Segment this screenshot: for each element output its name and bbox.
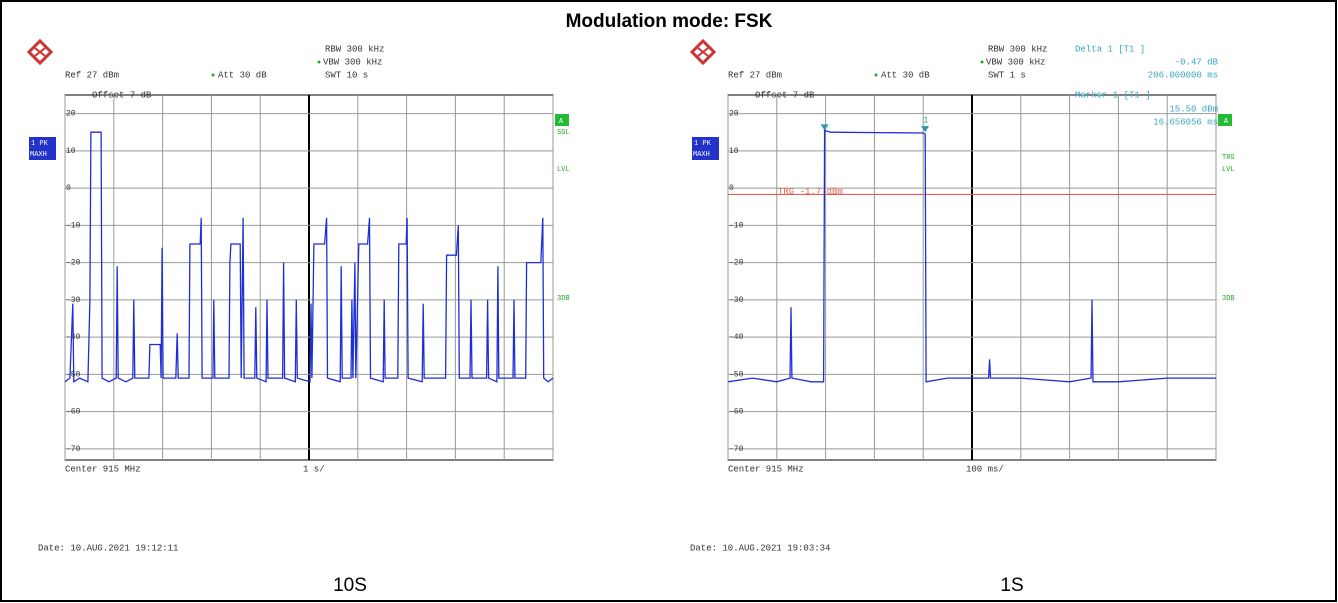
y-tick-label: -60	[66, 408, 81, 417]
label-sgl: SGL	[557, 129, 570, 137]
label-db: 3DB	[1222, 295, 1235, 303]
trace-mode: MAXH	[693, 151, 710, 159]
label-center: Center 915 MHz	[65, 464, 141, 474]
label-swt: SWT 1 s	[988, 70, 1026, 80]
label-span: 1 s/	[303, 464, 325, 474]
att-flag	[874, 73, 878, 77]
trace-box	[29, 137, 56, 160]
label-rbw: RBW 300 kHz	[988, 44, 1047, 54]
label-ref: Ref 27 dBm	[65, 70, 119, 80]
label-delta-time: 206.000000 ms	[1148, 70, 1218, 80]
label-delta: Delta 1 [T1 ]	[1075, 44, 1145, 54]
trace-label: 1 PK	[694, 140, 712, 148]
status-box	[1218, 114, 1232, 126]
label-offset: Offset 7 dB	[92, 90, 152, 100]
label-date: Date: 10.AUG.2021 19:03:34	[690, 543, 830, 553]
label-span: 100 ms/	[966, 464, 1004, 474]
label-caption: 10S	[333, 575, 367, 596]
vbw-flag	[317, 60, 321, 64]
y-tick-label: -70	[66, 445, 81, 454]
label-swt: SWT 10 s	[325, 70, 368, 80]
label-rbw: RBW 300 kHz	[325, 44, 384, 54]
y-tick-label: 20	[66, 110, 76, 119]
trigger-label: TRG -1.7 dBm	[778, 187, 843, 197]
y-tick-label: -20	[66, 259, 81, 268]
trace-box	[692, 137, 719, 160]
label-lvl: LVL	[1222, 166, 1235, 174]
label-att: Att 30 dB	[881, 70, 930, 80]
trace-label: 1 PK	[31, 140, 49, 148]
y-tick-label: -30	[66, 296, 81, 305]
label-a: A	[559, 118, 564, 126]
label-marker-time: 16.656056 ms	[1153, 117, 1218, 127]
trace-mode: MAXH	[30, 151, 47, 159]
y-tick-label: -10	[729, 221, 744, 230]
trace	[64, 131, 554, 383]
label-date: Date: 10.AUG.2021 19:12:11	[38, 543, 178, 553]
label-vbw: VBW 300 kHz	[986, 57, 1045, 67]
att-flag	[211, 73, 215, 77]
label-vbw: VBW 300 kHz	[323, 57, 382, 67]
label-delta-val: -0.47 dB	[1175, 57, 1219, 67]
y-tick-label: -10	[66, 221, 81, 230]
y-tick-label: 0	[729, 184, 734, 193]
label-att: Att 30 dB	[218, 70, 267, 80]
y-tick-label: -40	[729, 333, 744, 342]
y-tick-label: -50	[729, 370, 744, 379]
y-tick-label: -60	[729, 408, 744, 417]
y-tick-label: 10	[729, 147, 739, 156]
label-ref: Ref 27 dBm	[728, 70, 782, 80]
trace	[727, 129, 1216, 383]
y-tick-label: -70	[729, 445, 744, 454]
logo-mark	[697, 47, 709, 57]
page-title: Modulation mode: FSK	[566, 11, 773, 32]
marker-label: 1	[923, 116, 928, 126]
label-marker-val: 15.50 dBm	[1169, 104, 1218, 114]
y-tick-label: -20	[729, 259, 744, 268]
label-db: 3DB	[557, 295, 570, 303]
logo-mark	[34, 47, 46, 57]
label-center: Center 915 MHz	[728, 464, 804, 474]
status-box	[555, 114, 569, 126]
label-caption: 1S	[1000, 575, 1023, 596]
y-tick-label: -30	[729, 296, 744, 305]
y-tick-label: 10	[66, 147, 76, 156]
label-offset: Offset 7 dB	[755, 90, 815, 100]
label-lvl: LVL	[557, 166, 570, 174]
label-a: A	[1224, 118, 1229, 126]
y-tick-label: 0	[66, 184, 71, 193]
y-tick-label: 20	[729, 110, 739, 119]
label-trg: TRG	[1222, 154, 1235, 162]
marker	[820, 124, 829, 131]
label-marker: Marker 1 [T1 ]	[1075, 90, 1151, 100]
marker	[921, 126, 930, 133]
vbw-flag	[980, 60, 984, 64]
